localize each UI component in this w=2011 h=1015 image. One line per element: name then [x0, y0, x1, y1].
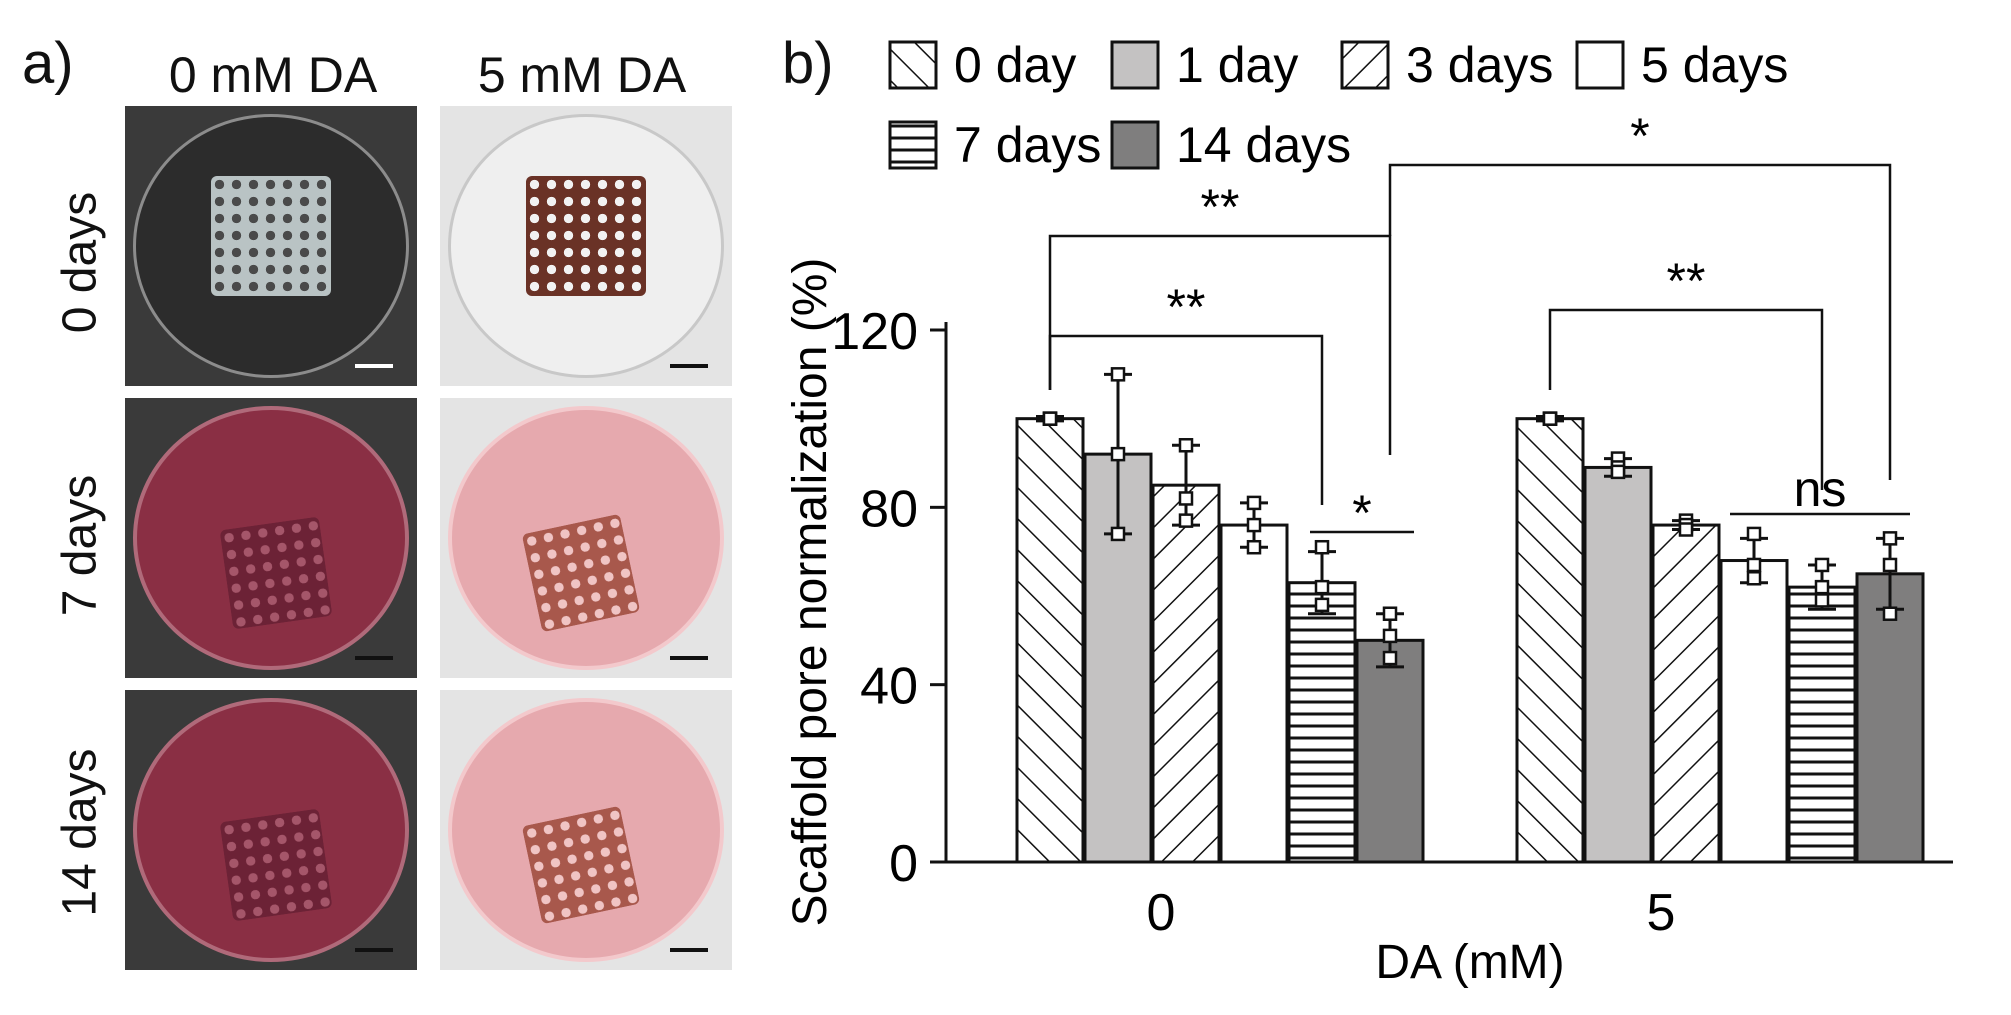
panel-b-label: b) — [782, 31, 834, 96]
data-point — [1042, 411, 1058, 426]
scale-bar — [670, 948, 708, 952]
x-axis-title: DA (mM) — [1375, 936, 1564, 989]
legend-swatch-14-days — [1110, 120, 1160, 170]
data-point — [1382, 606, 1398, 621]
data-point — [1110, 367, 1126, 382]
data-point — [1814, 579, 1830, 595]
photo-5mm-14d — [440, 690, 732, 970]
data-point — [1178, 491, 1194, 506]
data-point — [1882, 531, 1898, 546]
bar-1-day-5 — [1583, 465, 1653, 864]
x-tick-label-5: 5 — [1647, 884, 1676, 942]
y-tick-label-80: 80 — [860, 480, 918, 538]
data-point — [1178, 513, 1194, 528]
legend-label-7-days: 7 days — [954, 117, 1101, 173]
bar-3-days-0 — [1151, 483, 1221, 864]
data-point — [1382, 628, 1398, 644]
data-point — [1746, 571, 1762, 586]
scaffold-lattice — [526, 176, 646, 296]
sig-0day-vs-7days-5mm-label: ** — [1667, 253, 1706, 309]
y-tick-label-40: 40 — [860, 658, 918, 716]
sig-0day-vs-14days-0mm-label: ** — [1201, 179, 1240, 235]
data-point — [1314, 539, 1330, 555]
legend-label-0-day: 0 day — [954, 37, 1076, 93]
sig-7d-vs-14d-0mm-label: * — [1352, 485, 1371, 541]
sig-0day-vs-14days-0mm-bracket — [1048, 234, 1392, 455]
legend-label-3-days: 3 days — [1406, 37, 1553, 93]
column-header-5mm: 5 mM DA — [477, 47, 687, 103]
sig-0day-vs-7days-5mm-bracket — [1548, 308, 1824, 490]
data-point — [1814, 593, 1830, 608]
bar-5-days-0 — [1219, 523, 1289, 864]
data-point — [1246, 539, 1262, 555]
panel-a-label: a) — [22, 31, 74, 96]
legend-swatch-1-day — [1110, 40, 1160, 90]
y-tick-label-0: 0 — [889, 835, 918, 893]
legend-swatch-3-days — [1340, 40, 1390, 90]
bar-7-days-0 — [1287, 581, 1357, 864]
bar-5-days-5 — [1719, 559, 1789, 864]
bar-14-days-0 — [1355, 638, 1425, 864]
photo-0mm-14d — [125, 690, 417, 970]
data-point — [1882, 606, 1898, 621]
photo-0mm-7d — [125, 398, 417, 678]
data-point — [1110, 526, 1126, 542]
data-point — [1382, 650, 1398, 666]
data-point — [1678, 522, 1694, 537]
legend-swatch-7-days — [888, 120, 938, 170]
bar-0-day-5 — [1515, 417, 1585, 864]
sig-0day-vs-7days-0mm-bracket — [1048, 334, 1324, 505]
sig-0day-vs-7days-0mm-label: ** — [1167, 279, 1206, 335]
legend-label-1-day: 1 day — [1176, 37, 1298, 93]
data-point — [1814, 557, 1830, 573]
scale-bar — [355, 656, 393, 660]
photo-5mm-0d — [440, 106, 732, 386]
bar-14-days-5 — [1855, 572, 1925, 864]
data-point — [1110, 446, 1126, 462]
scaffold-lattice — [211, 176, 331, 296]
photo-0mm-0d — [125, 106, 417, 386]
data-point — [1246, 495, 1262, 511]
legend-swatch-5-days — [1575, 40, 1625, 90]
data-point — [1746, 526, 1762, 542]
bar-7-days-5 — [1787, 585, 1857, 864]
data-point — [1882, 557, 1898, 573]
data-point — [1178, 438, 1194, 453]
data-point — [1746, 557, 1762, 573]
y-tick-label-120: 120 — [831, 303, 918, 361]
data-point — [1542, 411, 1558, 426]
y-axis-title: Scaffold pore normalization (%) — [784, 258, 837, 927]
data-point — [1314, 579, 1330, 595]
column-header-0mm: 0 mM DA — [168, 47, 378, 103]
data-point — [1246, 517, 1262, 533]
sig-14days-0mm-vs-5mm-bracket — [1388, 163, 1892, 480]
sig-14days-0mm-vs-5mm-label: * — [1630, 108, 1649, 164]
photo-5mm-7d — [440, 398, 732, 678]
scale-bar — [670, 364, 708, 368]
scale-bar — [355, 364, 393, 368]
bar-3-days-5 — [1651, 523, 1721, 864]
legend-label-14-days: 14 days — [1176, 117, 1351, 173]
data-point — [1314, 597, 1330, 613]
legend-swatch-0-day — [888, 40, 938, 90]
data-point — [1610, 464, 1626, 480]
sig-ns-label: ns — [1794, 461, 1847, 517]
legend-label-5-days: 5 days — [1641, 37, 1788, 93]
scale-bar — [355, 948, 393, 952]
bar-0-day-0 — [1015, 417, 1085, 864]
scale-bar — [670, 656, 708, 660]
x-tick-label-0: 0 — [1147, 884, 1176, 942]
